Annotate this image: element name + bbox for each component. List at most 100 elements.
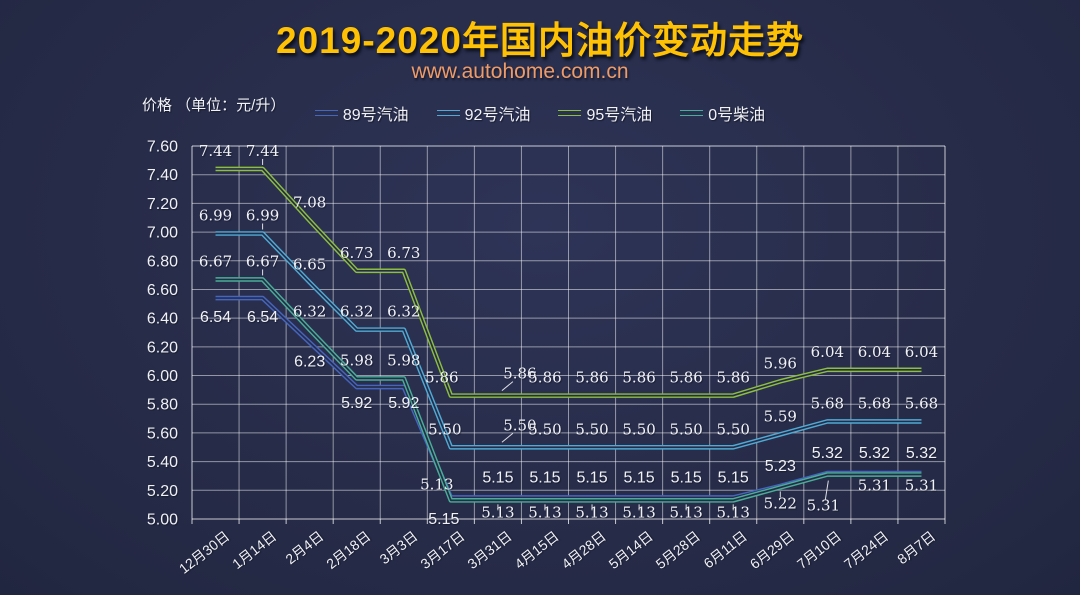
data-point-label: 6.32 [387, 303, 420, 321]
data-point-label: 5.50 [575, 420, 608, 438]
y-axis-label: 5.80 [147, 397, 178, 414]
data-point-label: 5.86 [425, 369, 458, 387]
data-point-label: 5.50 [669, 420, 702, 438]
y-axis-label: 5.20 [147, 483, 178, 500]
data-point-label: 7.44 [246, 142, 279, 160]
y-axis-label: 5.00 [147, 512, 178, 529]
data-point-label: 6.73 [340, 244, 373, 262]
data-point-label: 6.54 [247, 309, 278, 326]
legend-line-marker [436, 110, 460, 116]
y-axis-label: 7.20 [147, 196, 178, 213]
data-point-label: 5.13 [669, 503, 702, 521]
x-axis-label: 4月28日 [559, 528, 609, 572]
legend-line-marker [558, 110, 582, 116]
y-axis-label: 5.40 [147, 454, 178, 471]
legend-line-marker [314, 110, 338, 116]
legend-item-2: 95号汽油 [558, 101, 652, 125]
legend-label: 0号柴油 [708, 107, 766, 124]
data-label-leader [501, 381, 514, 392]
data-point-label: 5.23 [765, 458, 796, 475]
data-point-label: 5.86 [669, 369, 702, 387]
y-axis-label: 7.60 [147, 139, 178, 156]
legend-item-1: 92号汽油 [436, 101, 531, 125]
data-point-label: 5.15 [718, 469, 749, 486]
x-axis-label: 6月11日 [701, 528, 751, 572]
data-point-label: 5.32 [859, 445, 890, 462]
data-point-label: 5.68 [905, 394, 938, 412]
data-point-label: 5.92 [388, 395, 419, 412]
series-line-core-3 [215, 278, 922, 502]
data-point-label: 5.86 [528, 369, 561, 387]
data-point-label: 6.04 [905, 343, 938, 361]
y-axis-label: 6.00 [147, 368, 178, 385]
data-point-label: 6.32 [340, 303, 373, 321]
data-point-label: 6.73 [387, 244, 420, 262]
chart-title: 2019-2020年国内油价变动走势 [276, 20, 804, 61]
data-point-label: 5.15 [576, 469, 607, 486]
legend-label: 95号汽油 [586, 107, 653, 124]
x-axis-label: 4月15日 [511, 528, 561, 572]
data-point-label: 6.99 [199, 207, 232, 225]
x-axis-label: 8月7日 [894, 528, 938, 567]
y-axis-unit-note: 价格 （单位：元/升） [142, 97, 286, 114]
data-point-label: 5.15 [624, 469, 655, 486]
data-point-label: 6.65 [293, 255, 326, 273]
data-point-label: 6.04 [858, 343, 891, 361]
data-point-label: 6.32 [293, 303, 326, 321]
data-label-leader [501, 432, 514, 443]
data-point-label: 7.08 [293, 194, 326, 212]
data-point-label: 5.50 [717, 420, 750, 438]
y-axis-label: 7.40 [147, 167, 178, 184]
x-axis-label: 1月14日 [229, 528, 279, 572]
data-point-label: 5.68 [858, 394, 891, 412]
legend-item-3: 0号柴油 [680, 101, 765, 125]
data-point-label: 5.50 [528, 420, 561, 438]
data-point-label: 5.13 [622, 503, 655, 521]
data-point-label: 5.32 [812, 445, 843, 462]
x-axis-label: 3月17日 [417, 528, 467, 572]
data-point-label: 5.86 [575, 369, 608, 387]
x-axis-label: 7月24日 [841, 528, 891, 572]
x-axis-label: 2月4日 [282, 528, 326, 567]
website-url: www.autohome.com.cn [411, 60, 629, 83]
data-point-label: 5.15 [482, 469, 513, 486]
data-point-label: 5.59 [764, 407, 797, 425]
x-axis-label: 5月28日 [653, 528, 703, 572]
series-line-core-1 [215, 232, 922, 449]
data-point-label: 5.50 [622, 420, 655, 438]
x-axis-label: 5月14日 [606, 528, 656, 572]
data-point-label: 5.96 [764, 354, 797, 372]
data-point-label: 5.31 [807, 497, 840, 515]
data-point-label: 5.13 [420, 475, 453, 493]
chart-legend: 89号汽油 92号汽油 95号汽油 0号柴油 [0, 101, 1080, 125]
data-point-label: 5.86 [622, 369, 655, 387]
series-line-core-2 [215, 168, 922, 397]
data-point-label: 5.22 [764, 494, 797, 512]
legend-line-marker [680, 110, 704, 116]
legend-label: 92号汽油 [464, 107, 531, 124]
data-point-label: 5.32 [906, 445, 937, 462]
x-axis-label: 3月3日 [376, 528, 420, 567]
data-point-label: 5.92 [341, 395, 372, 412]
x-axis-label: 3月31日 [464, 528, 514, 572]
data-point-label: 6.23 [294, 354, 325, 371]
data-point-label: 5.15 [428, 511, 459, 528]
x-axis-label: 7月10日 [794, 528, 844, 572]
data-point-label: 5.13 [575, 503, 608, 521]
data-point-label: 6.04 [811, 343, 844, 361]
y-axis-label: 6.20 [147, 339, 178, 356]
legend-label: 89号汽油 [342, 107, 409, 124]
x-axis-label: 2月18日 [323, 528, 373, 572]
data-point-label: 5.31 [905, 477, 938, 495]
y-axis-label: 7.00 [147, 225, 178, 242]
legend-item-0: 89号汽油 [314, 101, 409, 125]
data-point-label: 5.68 [811, 394, 844, 412]
data-label-leader [824, 480, 829, 500]
y-axis-label: 6.80 [147, 253, 178, 270]
data-point-label: 5.98 [340, 351, 373, 369]
data-point-label: 5.86 [503, 365, 536, 383]
data-point-label: 5.13 [717, 503, 750, 521]
data-point-label: 5.50 [428, 420, 461, 438]
x-axis-label: 6月29日 [747, 528, 797, 572]
